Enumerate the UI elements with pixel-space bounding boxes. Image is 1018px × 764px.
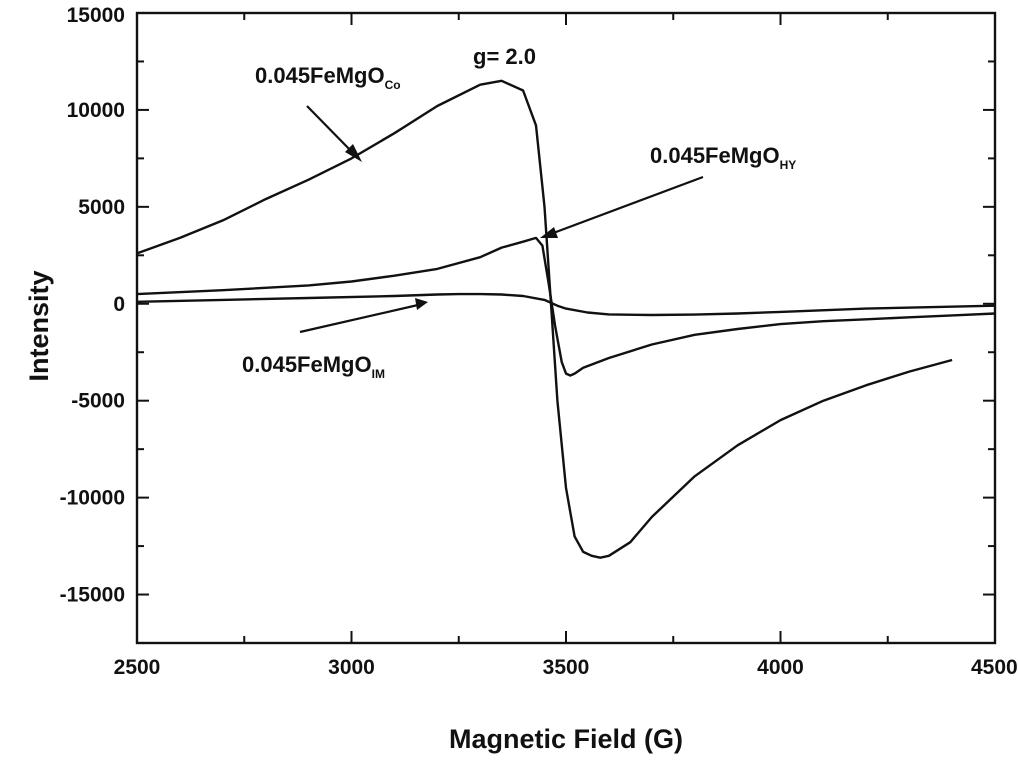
series-im-label: 0.045FeMgOIM bbox=[242, 352, 385, 381]
series-hy-label-sub: HY bbox=[780, 158, 797, 172]
series-co-label: 0.045FeMgOCo bbox=[255, 63, 401, 92]
axis-ticks bbox=[136, 12, 996, 644]
series-hy-label-base: 0.045FeMgO bbox=[650, 143, 780, 168]
series-line-2 bbox=[136, 292, 996, 317]
y-tick-label: 5000 bbox=[78, 196, 125, 219]
y-tick-label: 15000 bbox=[67, 4, 125, 27]
pointer-arrow-hy bbox=[547, 175, 704, 237]
series-im-label-base: 0.045FeMgO bbox=[242, 352, 372, 377]
y-tick-label: -10000 bbox=[60, 487, 125, 510]
pointer-arrow-im bbox=[299, 303, 419, 334]
y-tick-label: 0 bbox=[113, 293, 125, 316]
series-curves bbox=[136, 79, 996, 559]
x-tick-label: 4500 bbox=[971, 656, 1018, 679]
pointer-arrowhead-im bbox=[415, 298, 428, 310]
plot-frame bbox=[135, 11, 997, 645]
series-im-label-sub: IM bbox=[372, 367, 385, 381]
y-tick-label: 10000 bbox=[67, 99, 125, 122]
series-hy-label: 0.045FeMgOHY bbox=[650, 143, 796, 172]
pointer-arrow-co bbox=[306, 105, 356, 156]
pointer-arrowhead-hy bbox=[540, 227, 558, 238]
x-axis-title: Magnetic Field (G) bbox=[449, 724, 683, 754]
y-tick-label: -5000 bbox=[71, 390, 125, 413]
series-line-0 bbox=[136, 79, 953, 559]
y-axis-title: Intensity bbox=[24, 270, 54, 381]
tick-labels: 2500 3000 3500 4000 4500 -15000 -10000 -5000 0 50… bbox=[60, 4, 1018, 679]
x-tick-label: 2500 bbox=[114, 656, 161, 679]
x-tick-label: 3000 bbox=[328, 656, 375, 679]
x-tick-label: 4000 bbox=[757, 656, 804, 679]
series-co-label-sub: Co bbox=[385, 78, 401, 92]
series-line-1 bbox=[136, 236, 996, 377]
pointer-arrowhead-co bbox=[345, 144, 362, 162]
g-value-annotation: g= 2.0 bbox=[473, 44, 536, 69]
y-tick-label: -15000 bbox=[60, 584, 125, 607]
x-tick-label: 3500 bbox=[543, 656, 590, 679]
series-co-label-base: 0.045FeMgO bbox=[255, 63, 385, 88]
